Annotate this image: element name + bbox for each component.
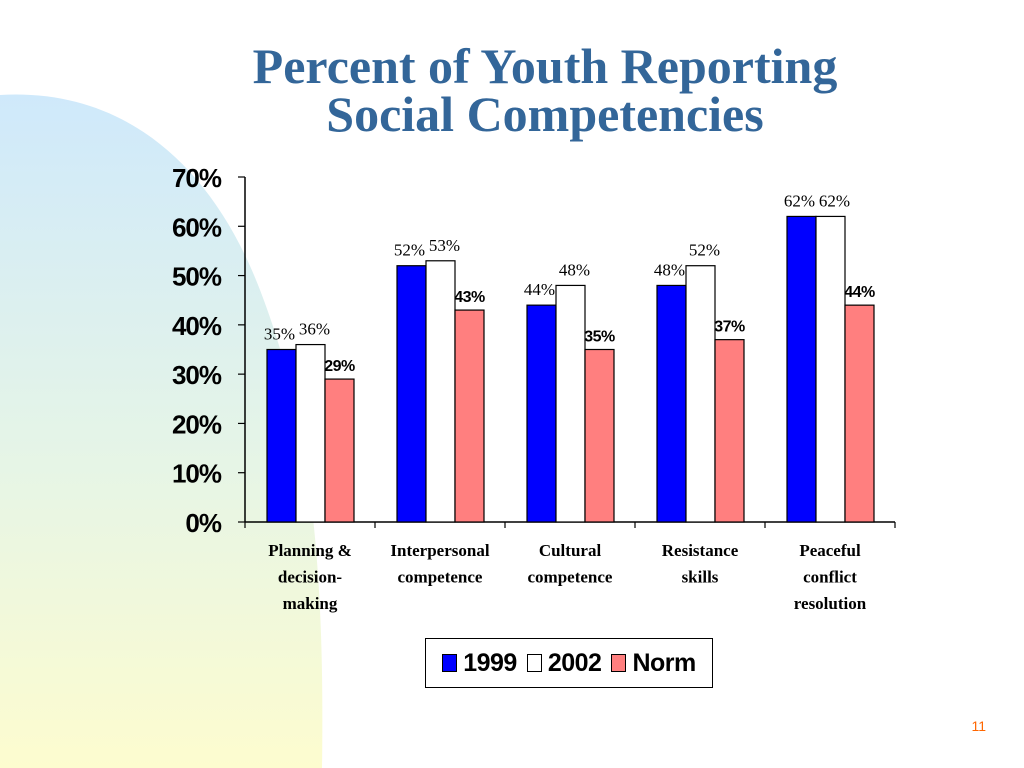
bar-norm bbox=[454, 309, 485, 523]
data-label-1999: 62% bbox=[784, 191, 815, 210]
legend-swatch-2002 bbox=[526, 654, 542, 672]
x-category-label: Peaceful bbox=[799, 541, 861, 560]
y-tick-label: 60% bbox=[172, 212, 222, 242]
legend-swatch-1999 bbox=[442, 654, 458, 672]
x-category-label: making bbox=[283, 594, 338, 613]
slide-title-line-2: Social Competencies bbox=[326, 86, 764, 142]
bar-norm bbox=[714, 339, 745, 523]
legend-label-2002: 2002 bbox=[547, 648, 602, 677]
bar-1999 bbox=[266, 348, 297, 523]
data-label-norm: 29% bbox=[324, 358, 355, 375]
bar-2002 bbox=[685, 265, 716, 523]
legend-label-1999: 1999 bbox=[463, 648, 517, 677]
x-category-label: conflict bbox=[803, 568, 857, 587]
x-category-label: Resistance bbox=[662, 541, 739, 560]
slide-title-line-1: Percent of Youth Reporting bbox=[252, 38, 838, 94]
legend-item-2002: 2002 bbox=[526, 648, 602, 678]
data-label-1999: 52% bbox=[394, 241, 425, 260]
data-label-1999: 35% bbox=[264, 325, 295, 344]
y-tick-label: 70% bbox=[172, 163, 222, 193]
x-category-label: skills bbox=[682, 568, 719, 587]
bar-1999 bbox=[396, 265, 427, 523]
bar-1999 bbox=[786, 215, 817, 523]
y-tick-label: 50% bbox=[172, 262, 222, 292]
data-label-1999: 48% bbox=[654, 260, 685, 279]
bar-norm bbox=[844, 304, 875, 523]
bar-norm bbox=[324, 378, 355, 523]
x-category-label: decision- bbox=[278, 568, 343, 587]
x-category-label: Interpersonal bbox=[390, 541, 489, 560]
bar-2002 bbox=[815, 215, 846, 523]
data-label-norm: 43% bbox=[454, 289, 485, 306]
y-tick-label: 10% bbox=[172, 459, 222, 489]
data-label-2002: 52% bbox=[689, 241, 720, 260]
data-label-2002: 36% bbox=[299, 320, 330, 339]
legend-label-norm: Norm bbox=[632, 648, 696, 677]
data-label-norm: 37% bbox=[714, 319, 745, 336]
y-tick-label: 0% bbox=[185, 508, 221, 538]
data-label-norm: 35% bbox=[584, 329, 615, 346]
x-category-label: Planning & bbox=[268, 541, 352, 560]
x-category-label: competence bbox=[528, 568, 613, 587]
bar-2002 bbox=[555, 284, 586, 523]
slide-title: Percent of Youth Reporting Social Compet… bbox=[130, 38, 960, 142]
bar-2002 bbox=[295, 343, 326, 523]
y-tick-label: 30% bbox=[172, 360, 222, 390]
data-label-2002: 62% bbox=[819, 191, 850, 210]
data-label-1999: 44% bbox=[524, 280, 555, 299]
y-tick-label: 40% bbox=[172, 311, 222, 341]
y-tick-label: 20% bbox=[172, 409, 222, 439]
data-label-norm: 44% bbox=[844, 284, 875, 301]
bar-1999 bbox=[656, 284, 687, 523]
x-category-label: competence bbox=[398, 568, 483, 587]
slide-number: 11 bbox=[971, 718, 986, 734]
x-category-label: Cultural bbox=[539, 541, 602, 560]
legend-item-norm: Norm bbox=[611, 648, 696, 678]
chart-legend: 1999 2002 Norm bbox=[425, 638, 713, 688]
legend-swatch-norm bbox=[611, 654, 627, 672]
data-label-2002: 48% bbox=[559, 260, 590, 279]
legend-item-1999: 1999 bbox=[442, 649, 517, 678]
bar-1999 bbox=[526, 304, 557, 523]
data-label-2002: 53% bbox=[429, 236, 460, 255]
bar-2002 bbox=[425, 260, 456, 523]
bar-norm bbox=[584, 348, 615, 523]
x-category-label: resolution bbox=[794, 594, 867, 613]
